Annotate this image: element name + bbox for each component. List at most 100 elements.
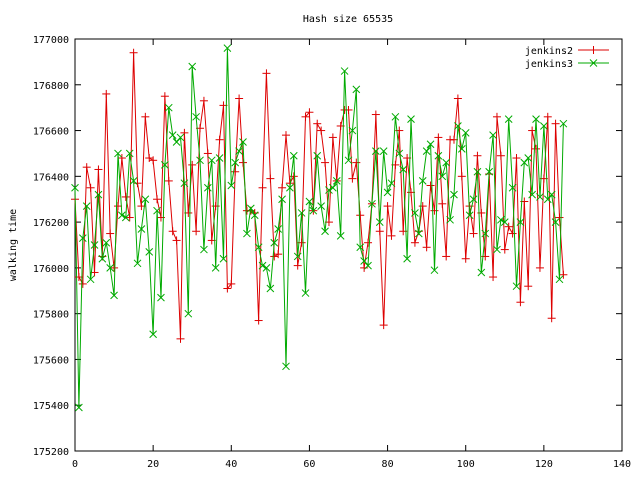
y-tick-label: 176600 [33,127,69,138]
data-point-jenkins2 [215,135,224,144]
data-point-jenkins3 [125,149,134,158]
data-point-jenkins3 [457,145,466,153]
series-line-jenkins2 [74,52,564,339]
data-point-jenkins3 [153,206,161,215]
data-point-jenkins2 [317,126,326,135]
data-point-jenkins3 [106,264,115,272]
data-point-jenkins3 [161,161,169,169]
data-point-jenkins3 [528,190,536,199]
data-point-jenkins2 [125,213,134,222]
data-point-jenkins3 [313,151,322,160]
data-point-jenkins3 [219,254,228,263]
data-point-jenkins3 [75,403,83,412]
data-point-jenkins3 [301,289,310,297]
data-point-jenkins3 [512,282,521,291]
data-point-jenkins2 [231,167,240,176]
data-point-jenkins3 [348,126,357,135]
data-point-jenkins2 [270,252,279,261]
data-point-jenkins3 [184,309,193,318]
data-point-jenkins3 [227,181,236,190]
data-point-jenkins3 [192,112,200,121]
data-point-jenkins2 [328,133,337,142]
data-point-jenkins3 [223,44,232,53]
data-point-jenkins2 [106,229,115,238]
data-point-jenkins3 [383,188,392,197]
data-point-jenkins3 [403,254,411,263]
data-point-jenkins3 [86,275,95,284]
data-point-jenkins3 [90,241,99,249]
data-point-jenkins2 [145,154,154,163]
series-line-jenkins3 [74,48,564,408]
data-point-jenkins3 [176,133,185,142]
data-point-jenkins2 [469,229,478,238]
data-point-jenkins3 [145,248,154,256]
data-point-jenkins3 [442,158,451,167]
data-point-jenkins3 [262,264,271,272]
data-point-jenkins2 [164,176,173,185]
data-point-jenkins2 [102,89,111,98]
data-point-jenkins2 [547,314,556,323]
data-point-jenkins3 [465,211,474,220]
data-point-jenkins3 [196,156,204,165]
data-point-jenkins3 [203,183,212,192]
data-point-jenkins2 [254,316,263,325]
data-point-jenkins3 [114,149,122,158]
data-point-jenkins3 [493,245,501,254]
data-point-jenkins2 [239,158,248,167]
plot-frame [74,38,623,452]
y-tick-label: 176400 [33,172,69,183]
data-point-jenkins3 [450,190,458,199]
data-point-jenkins3 [508,183,517,192]
data-point-jenkins3 [555,275,564,284]
data-point-jenkins3 [168,131,177,139]
y-tick-label: 175200 [33,447,69,458]
data-point-jenkins2 [410,238,419,247]
data-point-jenkins2 [379,321,388,330]
data-point-jenkins2 [453,94,462,103]
data-point-jenkins3 [364,261,372,270]
data-point-jenkins3 [536,193,544,201]
data-point-jenkins3 [340,67,349,75]
data-point-jenkins2 [188,160,197,169]
data-point-jenkins3 [336,231,345,240]
data-point-jenkins3 [395,149,404,158]
data-point-jenkins3 [516,218,525,226]
data-point-jenkins3 [211,264,220,272]
data-point-jenkins3 [532,115,540,123]
data-point-jenkins3 [399,165,408,174]
data-point-jenkins3 [387,179,396,188]
data-point-jenkins3 [352,85,361,94]
data-point-jenkins2 [528,126,537,135]
x-tick-label: 20 [147,459,159,470]
data-point-jenkins3 [82,202,91,210]
data-point-jenkins3 [368,199,376,208]
chart-title: Hash size 65535 [303,14,393,25]
data-point-jenkins2 [258,183,267,192]
data-point-jenkins2 [262,69,271,78]
data-point-jenkins2 [149,156,158,165]
y-tick-label: 175400 [33,401,69,412]
data-point-jenkins3 [293,252,302,261]
data-point-jenkins3 [258,261,267,270]
data-point-jenkins3 [407,115,415,123]
data-point-jenkins3 [473,167,482,176]
legend-marker-jenkins2 [589,46,598,54]
data-point-jenkins2 [180,128,189,137]
data-point-jenkins3 [321,227,329,236]
data-point-jenkins2 [422,243,431,252]
data-point-jenkins3 [500,218,509,226]
data-point-jenkins2 [78,279,87,288]
data-point-jenkins3 [551,218,560,226]
data-point-jenkins3 [438,172,447,181]
data-point-jenkins2 [192,227,201,236]
data-point-jenkins2 [532,144,541,153]
data-point-jenkins3 [489,131,497,139]
legend: jenkins2 jenkins3 [525,46,609,70]
data-point-jenkins2 [117,154,126,163]
data-point-jenkins2 [512,154,521,163]
data-point-jenkins3 [411,209,419,217]
legend-marker-jenkins3 [589,59,598,67]
data-point-jenkins3 [469,195,478,204]
data-point-jenkins3 [540,122,548,130]
data-point-jenkins3 [559,119,568,128]
